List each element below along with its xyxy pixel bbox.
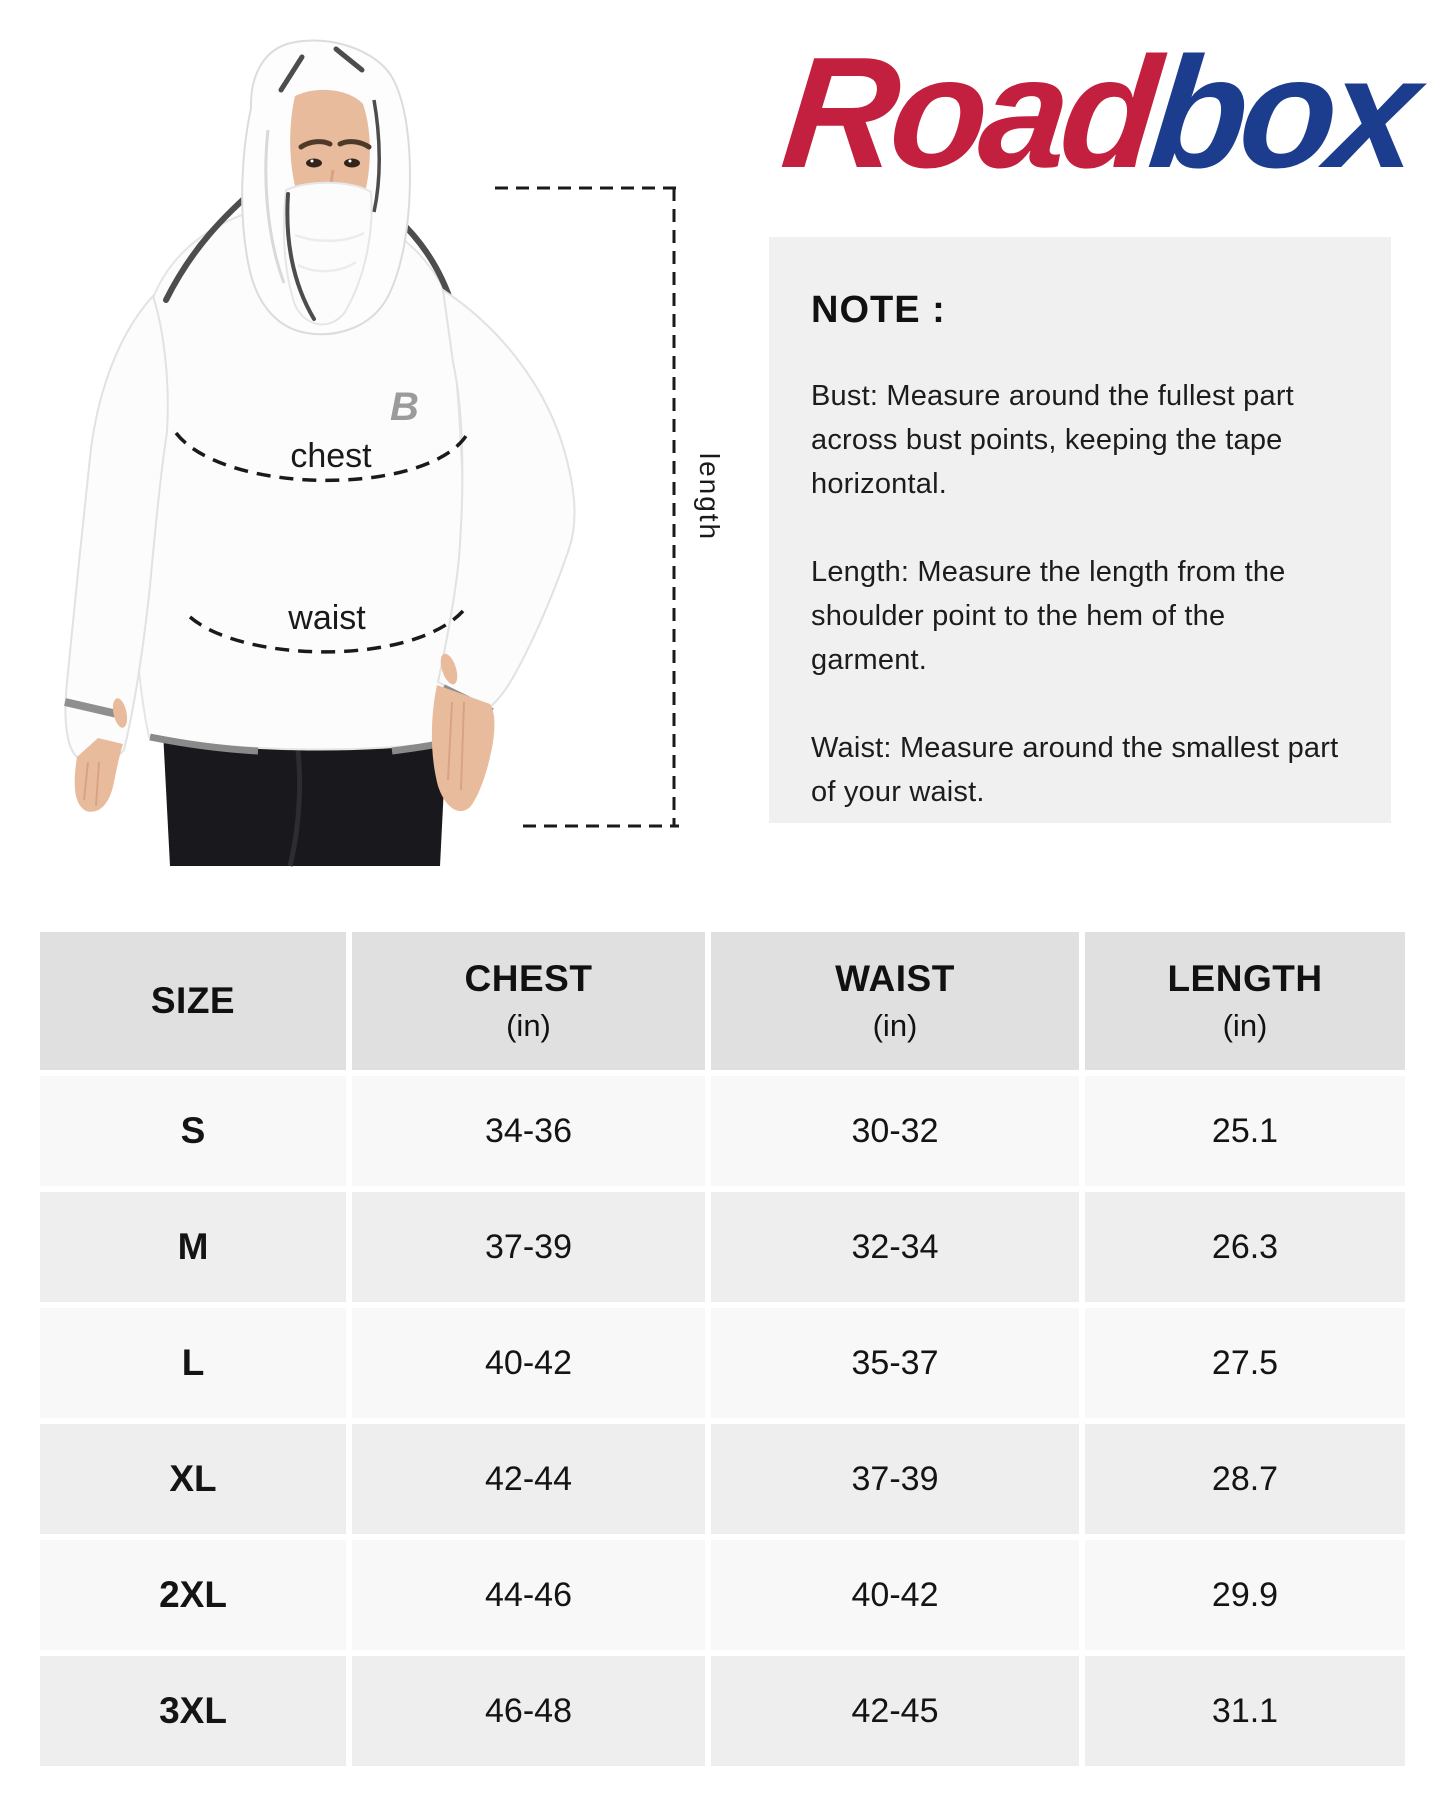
shirt-b-logo: B [390,385,419,429]
col-header-chest-title: CHEST [464,958,593,999]
chest-measure-line: chest [174,430,471,483]
col-header-waist-unit: (in) [872,1008,918,1043]
note-paragraph-length: Length: Measure the length from the shou… [811,556,1286,676]
table-cell-waist: 32-34 [711,1192,1079,1302]
table-cell-length: 29.9 [1085,1540,1405,1650]
waist-measure-line: waist [188,599,465,654]
col-header-size-title: SIZE [150,980,236,1021]
table-cell-size: 3XL [40,1656,346,1766]
table-cell-waist: 42-45 [711,1656,1079,1766]
table-cell-length: 31.1 [1085,1656,1405,1766]
note-box: NOTE : Bust: Measure around the fullest … [769,237,1391,823]
col-header-chest: CHEST (in) [352,932,705,1070]
table-cell-size: M [40,1192,346,1302]
col-header-waist: WAIST (in) [711,932,1079,1070]
col-header-size: SIZE [40,932,346,1070]
table-cell-chest: 42-44 [352,1424,705,1534]
table-cell-size: 2XL [40,1540,346,1650]
chest-label: chest [290,437,372,475]
table-cell-size: XL [40,1424,346,1534]
table-cell-length: 28.7 [1085,1424,1405,1534]
table-cell-waist: 37-39 [711,1424,1079,1534]
brand-logo-road: Road [775,25,1161,201]
right-sleeve [431,287,576,812]
col-header-length-title: LENGTH [1167,958,1323,999]
waist-label: waist [287,599,366,637]
note-paragraph-bust: Bust: Measure around the fullest part ac… [811,380,1294,500]
table-cell-size: S [40,1076,346,1186]
note-title: NOTE : [811,289,946,331]
brand-logo-box: box [1142,25,1421,201]
brand-logo: Roadbox [760,25,1436,201]
table-cell-length: 27.5 [1085,1308,1405,1418]
table-cell-size: L [40,1308,346,1418]
table-cell-chest: 37-39 [352,1192,705,1302]
size-chart-table: SIZE CHEST (in) WAIST (in) LENGTH (in) S… [40,932,1405,1766]
table-cell-chest: 46-48 [352,1656,705,1766]
table-cell-waist: 40-42 [711,1540,1079,1650]
table-cell-chest: 34-36 [352,1076,705,1186]
col-header-length: LENGTH (in) [1085,932,1405,1070]
table-cell-length: 25.1 [1085,1076,1405,1186]
left-sleeve [64,294,169,812]
note-paragraph-waist: Waist: Measure around the smallest part … [811,732,1339,808]
table-cell-chest: 40-42 [352,1308,705,1418]
model-photo: B chest waist length [64,39,720,867]
length-bracket [495,186,679,828]
col-header-chest-unit: (in) [506,1008,551,1043]
table-cell-length: 26.3 [1085,1192,1405,1302]
col-header-length-unit: (in) [1222,1008,1268,1043]
table-cell-waist: 30-32 [711,1076,1079,1186]
length-label: length [694,453,720,541]
table-cell-chest: 44-46 [352,1540,705,1650]
face-gaiter-mask [282,181,373,326]
table-cell-waist: 35-37 [711,1308,1079,1418]
col-header-waist-title: WAIST [835,958,955,999]
